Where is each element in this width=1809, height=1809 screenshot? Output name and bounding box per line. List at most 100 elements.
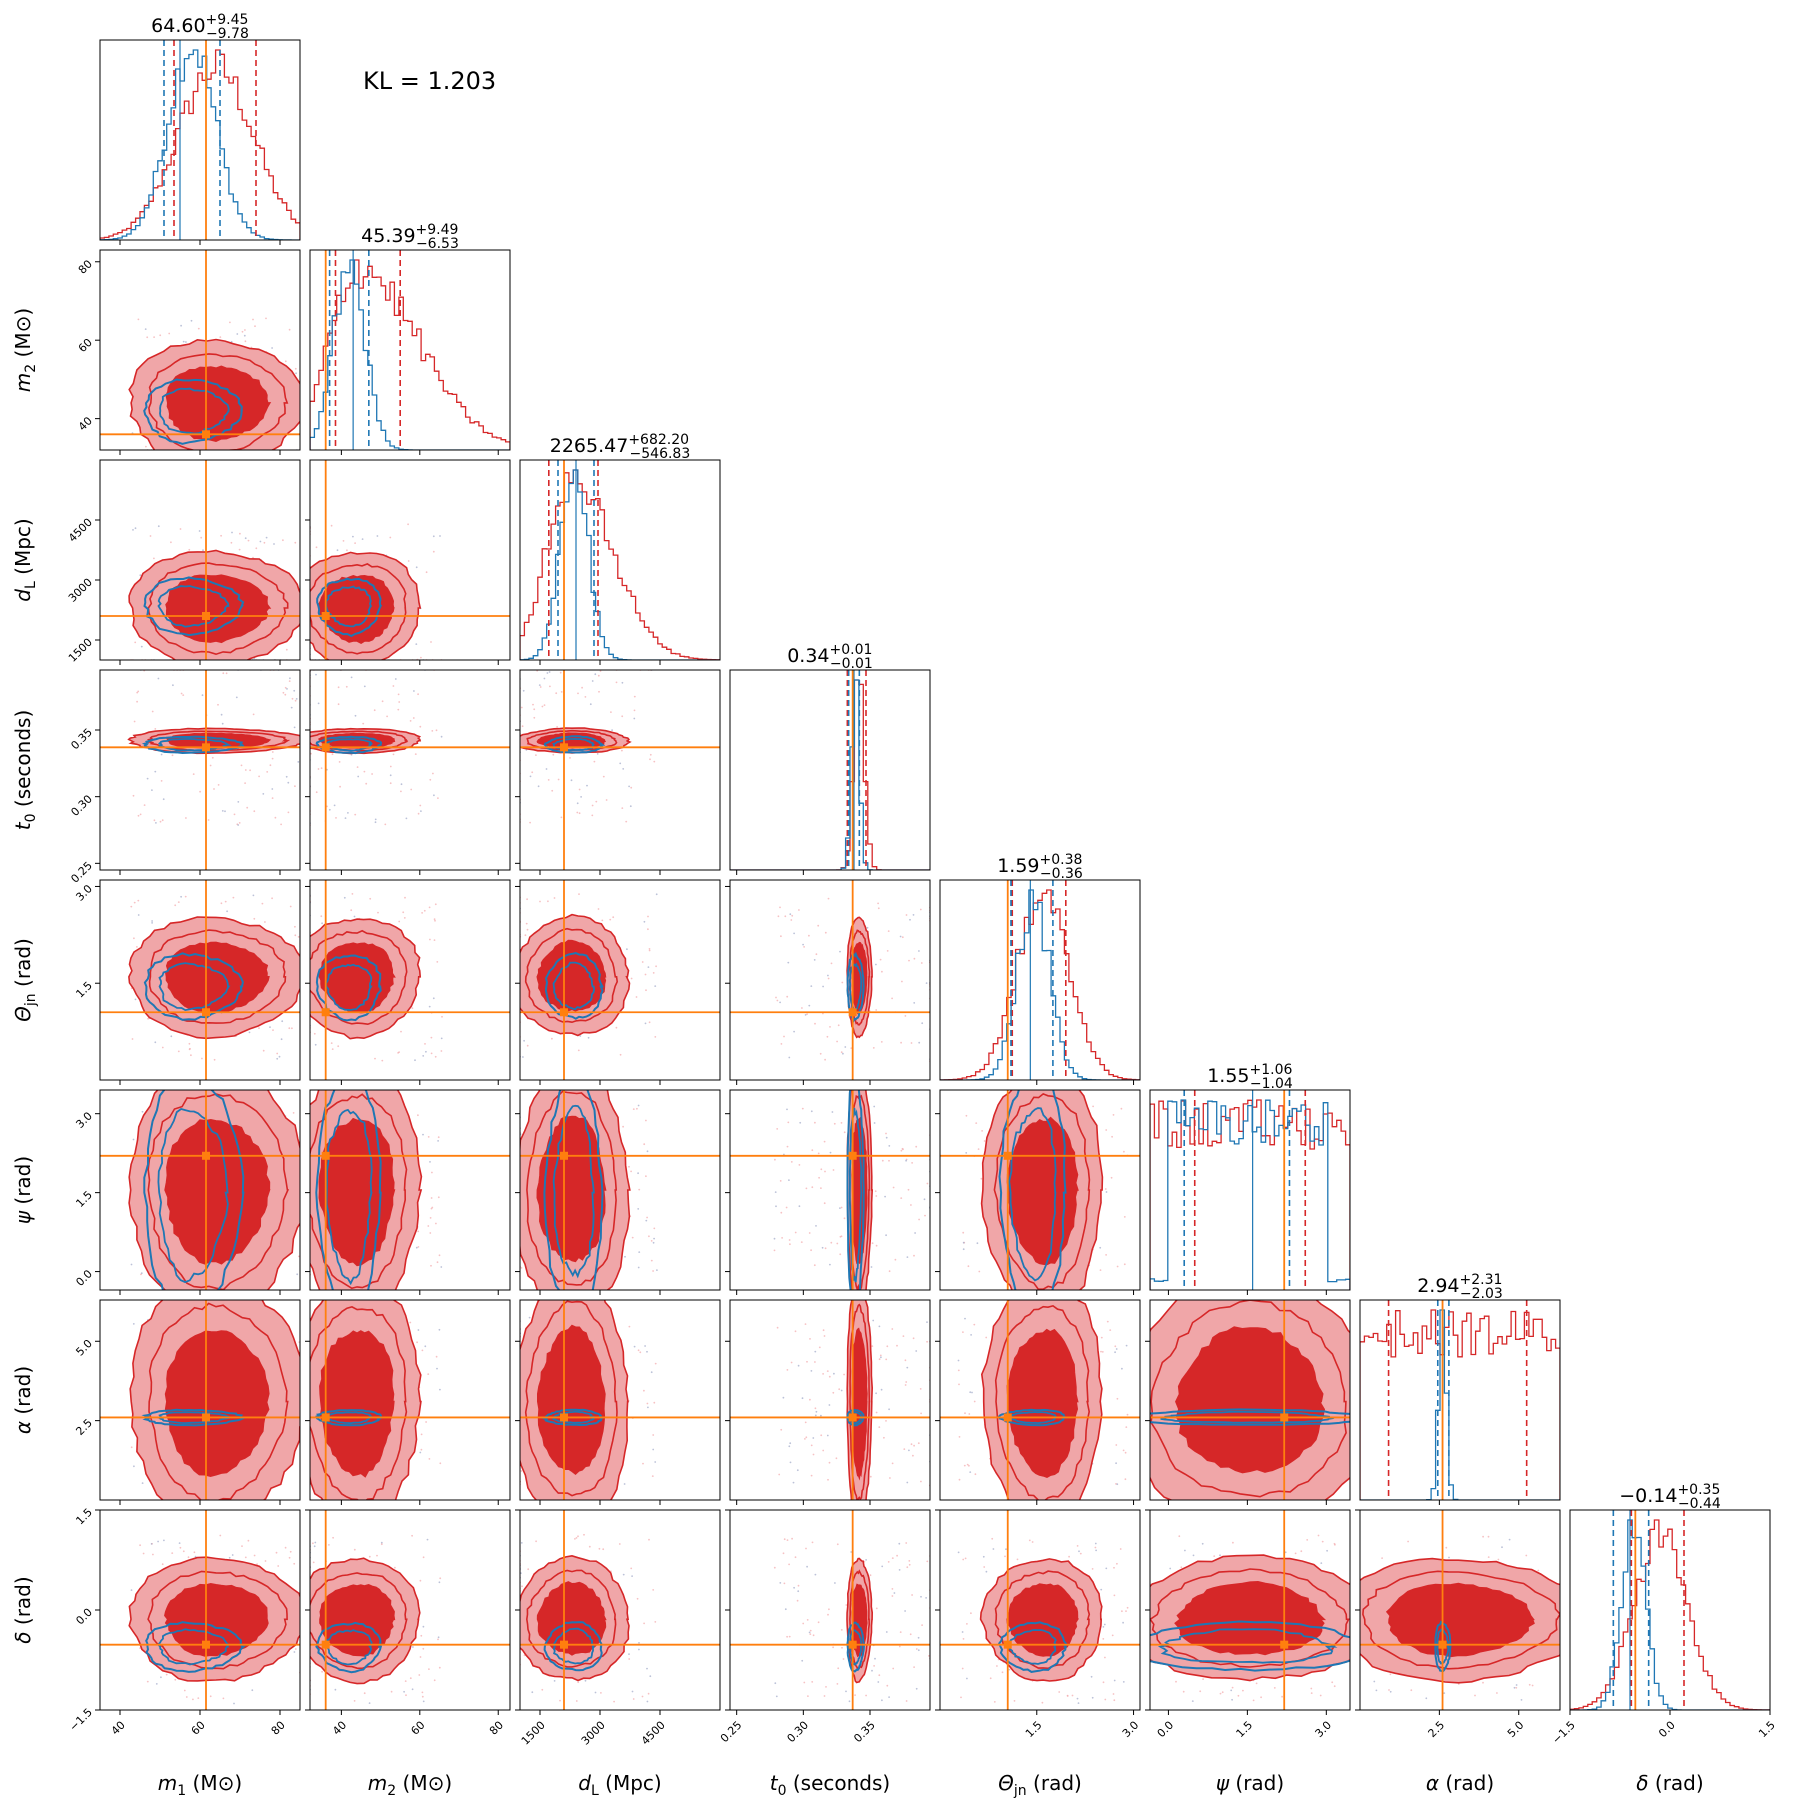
scatter-point (162, 798, 165, 801)
scatter-point (808, 1631, 811, 1634)
scatter-point (823, 1695, 826, 1697)
scatter-point (1116, 1562, 1118, 1565)
scatter-point (776, 999, 779, 1002)
scatter-point (241, 330, 244, 333)
scatter-point (794, 1231, 797, 1234)
scatter-point (822, 985, 824, 988)
scatter-point (394, 1566, 396, 1569)
joint-panel-m2-dl (305, 459, 511, 665)
scatter-point (605, 799, 608, 801)
scatter-point (363, 770, 366, 773)
scatter-point (618, 1543, 621, 1545)
histogram-posterior-a (940, 889, 1140, 1080)
scatter-point (810, 985, 813, 987)
scatter-point (422, 1625, 425, 1628)
axis-label-symbol: Θ (998, 1771, 1014, 1795)
scatter-point (823, 1140, 826, 1143)
scatter-point (647, 1406, 649, 1409)
scatter-point (154, 770, 157, 773)
contour-inner-b (157, 585, 230, 628)
scatter-point (779, 1582, 782, 1584)
contour-mid-a (526, 729, 618, 751)
scatter-point (315, 791, 318, 794)
scatter-point (410, 788, 413, 791)
scatter-point (786, 1635, 788, 1638)
contour-inner-b (552, 737, 596, 752)
scatter-point (798, 1164, 801, 1166)
scatter-point (1219, 1554, 1221, 1557)
panel-content (100, 1300, 300, 1500)
scatter-point (560, 691, 563, 693)
scatter-point (1180, 1566, 1183, 1569)
truth-marker (321, 1640, 330, 1649)
scatter-point (796, 1599, 799, 1602)
scatter-point (809, 1629, 812, 1632)
scatter-point (331, 1048, 334, 1050)
scatter-point (417, 693, 419, 696)
scatter-point (262, 793, 265, 795)
scatter-point (643, 1389, 645, 1392)
panel-content (310, 670, 510, 870)
scatter-point (433, 939, 436, 941)
scatter-point (439, 1462, 442, 1465)
scatter-point (647, 915, 649, 918)
scatter-point (891, 1557, 894, 1559)
panel-content (1150, 1300, 1350, 1500)
scatter-point (143, 804, 146, 806)
scatter-point (596, 753, 599, 755)
x-tick-label-m1: 80 (269, 1719, 288, 1738)
joint-panel-m1-theta (95, 879, 301, 1085)
scatter-point (796, 1469, 799, 1472)
scatter-point (258, 1027, 260, 1029)
scatter-point (293, 1651, 296, 1653)
scatter-point (836, 1543, 839, 1546)
scatter-point (287, 811, 290, 814)
x-tick-label-m2: 60 (408, 1719, 427, 1738)
scatter-point (928, 1655, 930, 1657)
scatter-point (400, 1030, 402, 1033)
scatter-point (434, 919, 436, 922)
scatter-point (249, 769, 252, 772)
scatter-point (790, 1361, 793, 1364)
scatter-point (272, 1029, 274, 1031)
scatter-point (908, 959, 910, 962)
panel-frame (1149, 1089, 1351, 1291)
scatter-point (975, 1122, 978, 1124)
scatter-point (1294, 1552, 1297, 1555)
scatter-point (595, 800, 598, 803)
scatter-point (559, 1699, 561, 1702)
scatter-point (265, 536, 268, 539)
scatter-point (177, 1050, 180, 1053)
scatter-point (295, 372, 297, 375)
scatter-point (630, 977, 633, 980)
scatter-point (824, 1170, 826, 1173)
scatter-point (815, 953, 818, 956)
scatter-point (644, 1345, 646, 1347)
truth-marker (1003, 1151, 1012, 1160)
scatter-point (161, 1046, 164, 1049)
scatter-point (231, 1554, 234, 1556)
scatter-point (170, 1035, 173, 1038)
axis-label-unit: (Mpc) (11, 518, 35, 581)
scatter-point (543, 677, 546, 680)
scatter-point (411, 1007, 414, 1010)
scatter-point (786, 1369, 789, 1371)
scatter-point (773, 1237, 776, 1240)
scatter-point (432, 535, 435, 538)
joint-panel-theta-alpha (935, 1299, 1141, 1505)
scatter-point (613, 1700, 615, 1703)
scatter-point (971, 1391, 973, 1394)
scatter-point (794, 1330, 797, 1333)
scatter-point (1221, 1691, 1224, 1694)
scatter-point (637, 1104, 640, 1107)
scatter-point (1105, 1254, 1107, 1256)
scatter-point (799, 1121, 802, 1124)
scatter-point (586, 784, 588, 787)
scatter-point (814, 1361, 816, 1363)
scatter-point (220, 713, 223, 716)
scatter-point (1099, 1269, 1102, 1271)
axis-label-symbol: ψ (1216, 1771, 1230, 1795)
title-plus: +2.31 (1460, 1272, 1503, 1288)
scatter-point (1520, 1699, 1523, 1701)
scatter-point (871, 1345, 874, 1347)
